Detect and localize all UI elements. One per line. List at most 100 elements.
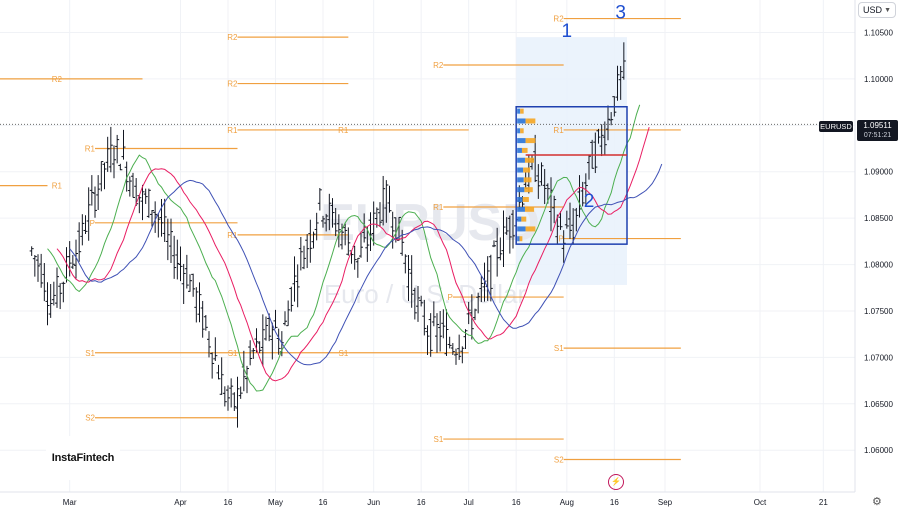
ohlc-bar <box>286 300 291 327</box>
ohlc-bar <box>251 348 256 359</box>
ohlc-bar <box>621 42 626 80</box>
ohlc-bar <box>295 264 300 308</box>
volume-profile-bar <box>525 118 536 124</box>
ohlc-bar <box>283 311 287 326</box>
pivot-label: R2 <box>227 80 238 89</box>
pivot-label: S1 <box>339 349 349 358</box>
volume-profile-bar <box>517 128 521 134</box>
ohlc-bar <box>324 213 329 232</box>
pivot-label: R2 <box>227 33 238 42</box>
ohlc-bar <box>162 198 167 242</box>
ohlc-bar <box>466 301 471 325</box>
ohlc-bar <box>39 253 44 288</box>
pivot-label: R1 <box>85 145 96 154</box>
ohlc-bar <box>542 168 547 205</box>
x-tick-label: 16 <box>319 498 328 507</box>
ohlc-bar <box>336 214 341 248</box>
ohlc-bar <box>213 337 218 361</box>
ohlc-bar <box>191 273 196 297</box>
volume-profile-bar <box>517 236 520 242</box>
ohlc-bar <box>378 202 382 228</box>
ohlc-bar <box>574 207 579 232</box>
ohlc-bar <box>428 313 433 357</box>
y-tick-label: 1.10500 <box>864 28 893 37</box>
ohlc-bar <box>346 227 351 256</box>
ohlc-bar <box>194 287 199 323</box>
ohlc-bar <box>593 132 598 174</box>
ohlc-bar <box>561 230 566 263</box>
ohlc-bar <box>343 223 348 246</box>
x-tick-label: Apr <box>174 498 187 507</box>
x-tick-label: Sep <box>658 498 673 507</box>
ohlc-bar <box>112 145 116 179</box>
chevron-down-icon: ▼ <box>884 6 891 14</box>
ohlc-bar <box>359 231 363 258</box>
ohlc-bar <box>188 274 192 292</box>
ohlc-bar <box>599 124 604 157</box>
ohlc-bar <box>450 343 455 355</box>
volume-profile-bar <box>521 147 528 153</box>
ohlc-bar <box>165 218 170 261</box>
ohlc-bar <box>406 255 411 301</box>
ohlc-bar <box>568 202 572 239</box>
ohlc-bar <box>479 276 484 303</box>
ohlc-bar <box>349 250 354 264</box>
currency-select[interactable]: USD ▼ <box>858 2 896 18</box>
ohlc-bar <box>45 282 50 326</box>
ohlc-bar <box>539 162 544 186</box>
ohlc-bar <box>143 188 148 204</box>
ohlc-bar <box>425 325 430 355</box>
ohlc-bar <box>99 161 104 192</box>
ohlc-bar <box>80 214 85 246</box>
pivot-label: R1 <box>227 126 238 135</box>
ohlc-bar <box>492 240 496 248</box>
volume-profile-bar <box>517 138 526 144</box>
last-price-tag: 1.09511 07:51:21 <box>857 120 898 141</box>
ohlc-bar <box>105 136 110 172</box>
x-tick-label: 16 <box>417 498 426 507</box>
ohlc-bar <box>536 164 541 199</box>
ohlc-bar <box>118 163 123 171</box>
ma-fast-line <box>47 104 641 392</box>
last-price: 1.09511 <box>863 121 892 130</box>
volume-profile-bar <box>517 118 526 124</box>
y-tick-label: 1.09000 <box>864 168 893 177</box>
ohlc-bar <box>36 254 40 282</box>
ohlc-bar <box>146 188 151 218</box>
ohlc-bar <box>438 311 443 352</box>
ohlc-bar <box>264 316 268 341</box>
volume-profile-bar <box>517 226 526 232</box>
ohlc-bar <box>150 209 154 227</box>
ohlc-bar <box>501 210 506 268</box>
volume-profile-bar <box>520 128 524 134</box>
pivot-label: R1 <box>433 203 444 212</box>
ohlc-bar <box>441 309 446 339</box>
ohlc-bar <box>32 255 37 277</box>
ohlc-bar <box>305 234 310 269</box>
ohlc-bar <box>390 211 395 249</box>
ohlc-bar <box>412 287 417 320</box>
pivot-label: R1 <box>553 126 564 135</box>
ohlc-bar <box>273 309 278 329</box>
x-tick-label: Jun <box>367 498 380 507</box>
pivot-label: S1 <box>554 344 564 353</box>
pivot-label: S1 <box>434 435 444 444</box>
ohlc-bar <box>504 217 509 235</box>
pivot-label: R2 <box>553 15 564 24</box>
ohlc-bar <box>473 308 477 321</box>
settings-icon[interactable]: ⚙ <box>872 496 882 508</box>
annotation-1: 1 <box>562 21 573 42</box>
ohlc-bar <box>51 281 56 306</box>
x-tick-label: 16 <box>224 498 233 507</box>
ohlc-bar <box>618 66 623 100</box>
x-tick-label: 16 <box>610 498 619 507</box>
ohlc-bar <box>77 222 82 262</box>
y-tick-label: 1.08000 <box>864 261 893 270</box>
ohlc-bar <box>29 246 34 256</box>
volume-profile-bar <box>517 167 524 173</box>
ohlc-bar <box>365 226 370 262</box>
lightning-icon[interactable]: ⚡ <box>608 474 624 490</box>
ohlc-bar <box>70 255 75 269</box>
ohlc-bar <box>175 239 180 280</box>
